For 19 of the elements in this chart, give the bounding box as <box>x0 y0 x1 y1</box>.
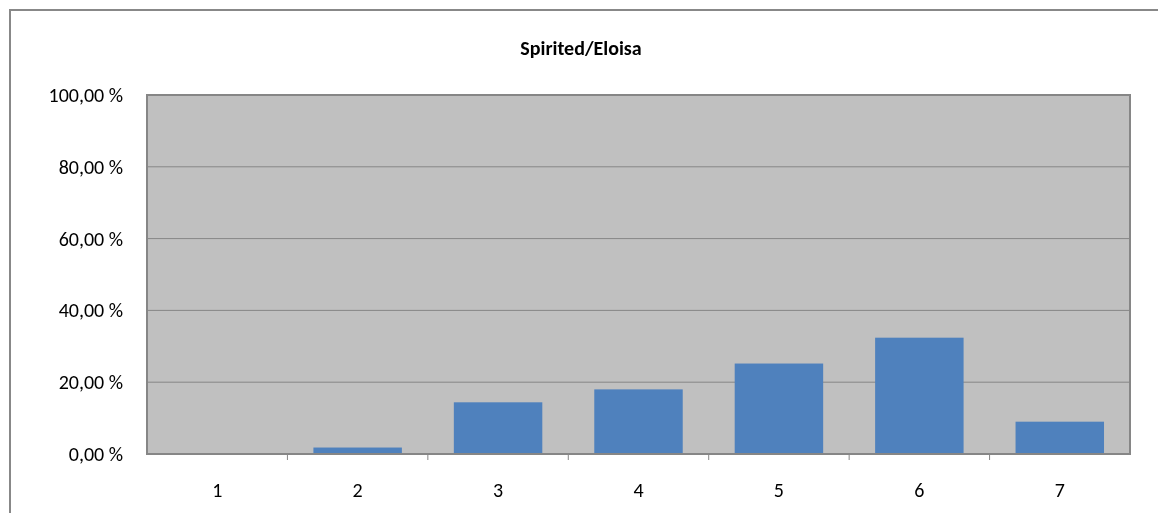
bar <box>875 337 964 454</box>
x-tick-label: 4 <box>633 478 644 502</box>
x-tick-label: 5 <box>773 478 784 502</box>
y-tick-label: 80,00 % <box>58 154 123 179</box>
x-tick-label: 7 <box>1054 478 1065 502</box>
y-tick-label: 0,00 % <box>68 442 123 466</box>
bar <box>453 402 543 454</box>
bar <box>1015 421 1105 454</box>
y-tick-label: 20,00 % <box>58 370 123 395</box>
x-tick-label: 2 <box>352 478 363 502</box>
bar <box>594 389 683 454</box>
x-tick-label: 3 <box>493 478 504 502</box>
y-tick-label: 40,00 % <box>58 298 123 323</box>
y-tick-label: 100,00 % <box>48 83 123 107</box>
chart-title: Spirited/Eloisa <box>520 36 642 60</box>
bar <box>734 363 824 454</box>
x-tick-label: 1 <box>212 478 223 502</box>
y-tick-label: 60,00 % <box>58 226 123 251</box>
x-tick-label: 6 <box>914 478 925 502</box>
